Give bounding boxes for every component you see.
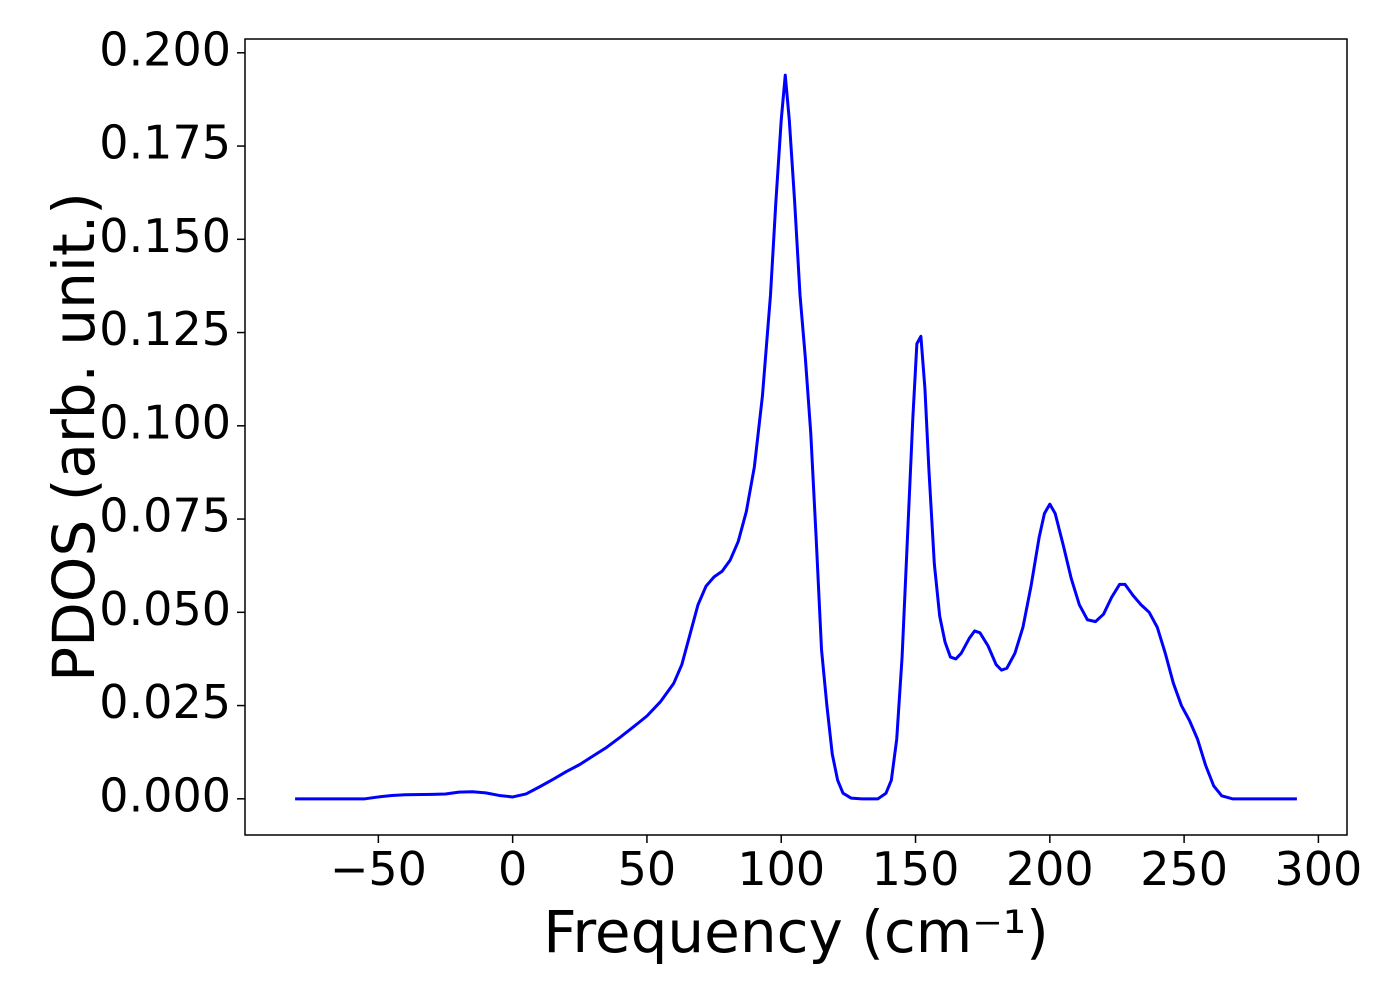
y-tick-label: 0.000 [99,768,231,822]
y-tick-label: 0.100 [99,395,231,449]
y-tick-label: 0.050 [99,582,231,636]
y-tick-label: 0.150 [99,209,231,263]
x-tick-label: 250 [1140,842,1228,896]
data-line [295,73,1297,801]
y-axis-label: PDOS (arb. unit.) [40,192,108,682]
y-tick-label: 0.025 [99,675,231,729]
plot-frame [244,38,1348,836]
x-tick-label: −50 [330,842,427,896]
x-tick-label: 300 [1274,842,1362,896]
x-tick-label: 0 [498,842,527,896]
x-tick-label: 100 [737,842,825,896]
x-tick-label: 50 [618,842,677,896]
y-tick-label: 0.200 [99,22,231,76]
y-tick-label: 0.075 [99,489,231,543]
y-tick-label: 0.125 [99,302,231,356]
x-tick-label: 150 [872,842,960,896]
y-tick-label: 0.175 [99,116,231,170]
x-tick-label: 200 [1006,842,1094,896]
x-axis-label: Frequency (cm⁻¹) [543,898,1049,966]
